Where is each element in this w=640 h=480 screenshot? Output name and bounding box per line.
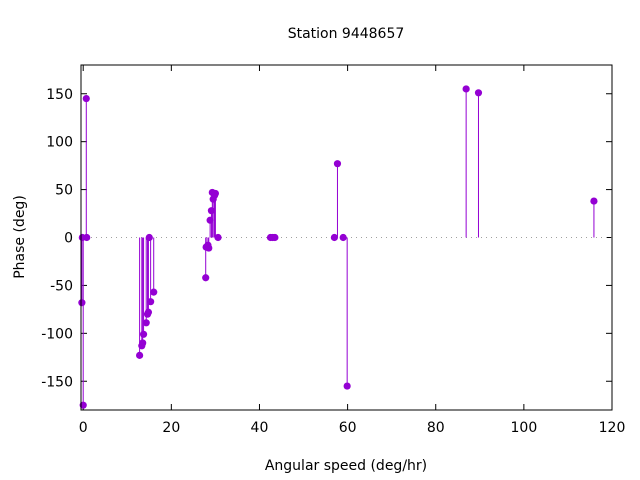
data-point — [462, 85, 470, 93]
data-point — [333, 160, 342, 168]
data-point — [590, 197, 598, 205]
x-tick-label: 0 — [79, 420, 88, 436]
y-tick-label: 50 — [55, 183, 73, 199]
x-tick-label: 120 — [599, 420, 626, 436]
data-point — [136, 351, 144, 359]
data-point — [144, 308, 153, 316]
data-point — [206, 216, 214, 224]
y-tick-label: -150 — [41, 374, 73, 390]
data-point — [83, 233, 91, 242]
y-tick-label: -50 — [50, 278, 73, 294]
plot-border — [80, 64, 613, 411]
y-axis-label: Phase (deg) — [12, 195, 28, 279]
data-point — [142, 319, 150, 327]
data-point — [330, 233, 338, 242]
data-point — [202, 274, 210, 282]
data-point — [271, 233, 279, 242]
x-tick-label: 100 — [511, 420, 538, 436]
x-axis-label: Angular speed (deg/hr) — [265, 458, 427, 474]
data-point — [214, 233, 222, 242]
y-tick-label: 150 — [46, 87, 73, 103]
data-point — [145, 233, 153, 242]
x-tick-label: 80 — [427, 420, 445, 436]
x-tick-label: 40 — [251, 420, 269, 436]
data-point — [474, 89, 483, 97]
y-tick-label: 100 — [46, 135, 73, 151]
data-point — [139, 330, 148, 338]
data-point — [207, 207, 216, 215]
x-tick-label: 60 — [339, 420, 357, 436]
data-point — [339, 233, 347, 242]
data-point — [78, 299, 86, 307]
data-point — [82, 94, 90, 103]
data-point — [150, 288, 158, 296]
data-point — [211, 189, 220, 198]
data-point — [205, 244, 213, 252]
y-tick-label: 0 — [64, 231, 73, 247]
data-point — [147, 298, 155, 306]
data-point — [139, 339, 147, 347]
chart-title: Station 9448657 — [288, 26, 405, 42]
y-tick-label: -100 — [41, 326, 73, 342]
data-point — [343, 382, 351, 390]
x-tick-label: 20 — [162, 420, 180, 436]
